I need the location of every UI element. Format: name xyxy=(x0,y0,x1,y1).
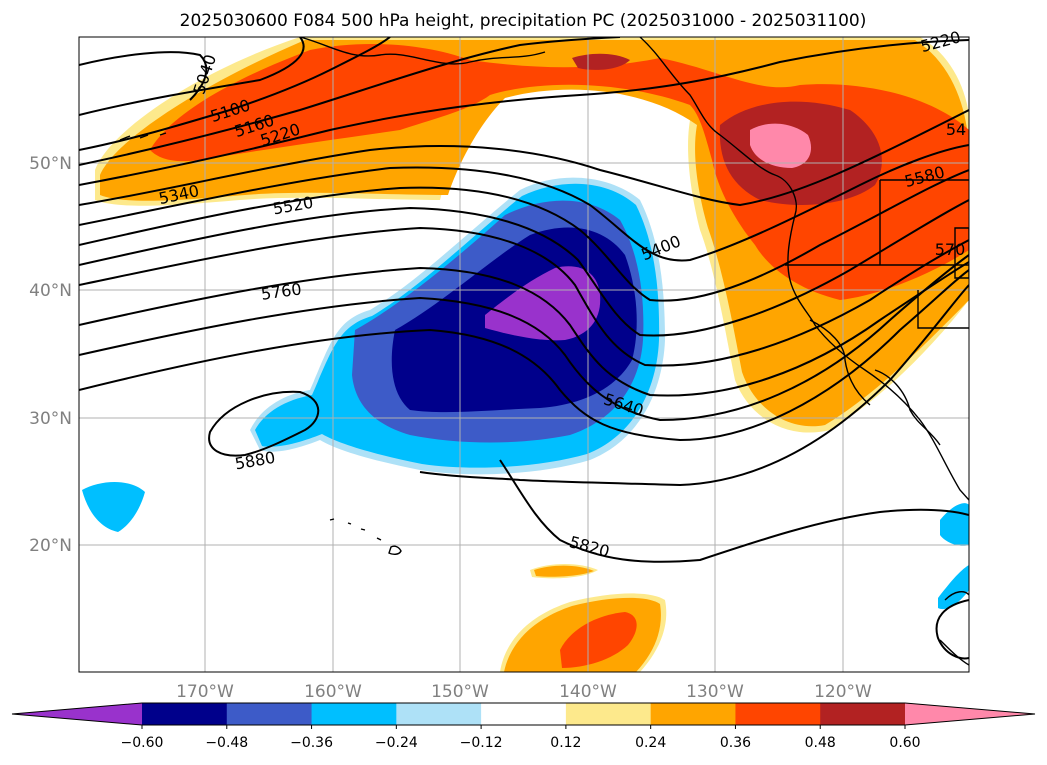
lon-label: 170°W xyxy=(176,682,234,702)
precip-pos-south-red xyxy=(560,612,637,668)
colorbar-tick-label: 0.48 xyxy=(805,735,836,751)
colorbar-segment xyxy=(311,703,397,725)
colorbar-segment xyxy=(820,703,906,725)
lon-label: 160°W xyxy=(304,682,362,702)
graticule xyxy=(79,37,969,672)
colorbar-segment xyxy=(142,703,228,725)
colorbar-tick-label: 0.36 xyxy=(720,735,751,751)
height-contours xyxy=(79,37,969,660)
colorbar-segment xyxy=(565,703,652,725)
map-frame xyxy=(78,36,970,673)
lon-label: 150°W xyxy=(431,682,489,702)
colorbar-tick-label: −0.12 xyxy=(460,735,503,751)
colorbar-extend-low xyxy=(12,703,142,725)
colorbar-tick-label: 0.60 xyxy=(889,735,920,751)
colorbar-extend-high xyxy=(905,703,1035,725)
coastlines xyxy=(119,37,969,666)
precip-pos-north-darkred xyxy=(572,53,882,206)
colorbar-segment xyxy=(396,703,482,725)
lat-label: 40°N xyxy=(29,281,72,301)
colorbar-tick-label: 0.24 xyxy=(635,735,666,751)
precip-field xyxy=(82,37,969,672)
colorbar-segment xyxy=(735,703,821,725)
lon-label: 130°W xyxy=(686,682,744,702)
lat-label: 50°N xyxy=(29,154,72,174)
precip-neg-purple xyxy=(485,266,601,341)
colorbar-segment xyxy=(650,703,736,725)
colorbar-tick-label: 0.12 xyxy=(550,735,581,751)
lat-label: 20°N xyxy=(29,536,72,556)
lon-labels: 170°W 160°W 150°W 140°W 130°W 120°W xyxy=(176,682,872,702)
colorbar-tick-label: −0.36 xyxy=(290,735,333,751)
contour-label: 570 xyxy=(935,240,966,259)
lon-label: 140°W xyxy=(559,682,617,702)
colorbar-tick-label: −0.24 xyxy=(375,735,418,751)
contour-label: 54 xyxy=(946,120,966,139)
colorbar-segment xyxy=(481,703,567,725)
colorbar-tick-label: −0.48 xyxy=(205,735,248,751)
map-panel: 5040 5100 5160 5220 5340 5520 5760 5880 … xyxy=(29,27,970,702)
colorbar-segment xyxy=(226,703,313,725)
precip-neg-east xyxy=(938,503,969,610)
lat-label: 30°N xyxy=(29,409,72,429)
figure-title: 2025030600 F084 500 hPa height, precipit… xyxy=(180,11,867,31)
colorbar-tick-label: −0.60 xyxy=(121,735,164,751)
precip-pos-north-pink xyxy=(750,123,812,168)
lat-labels: 50°N 40°N 30°N 20°N xyxy=(29,154,72,556)
colorbar: −0.60 −0.48 −0.36 −0.24 −0.12 0.12 0.24 0.36 0.4… xyxy=(11,702,1036,751)
lon-label: 120°W xyxy=(814,682,872,702)
